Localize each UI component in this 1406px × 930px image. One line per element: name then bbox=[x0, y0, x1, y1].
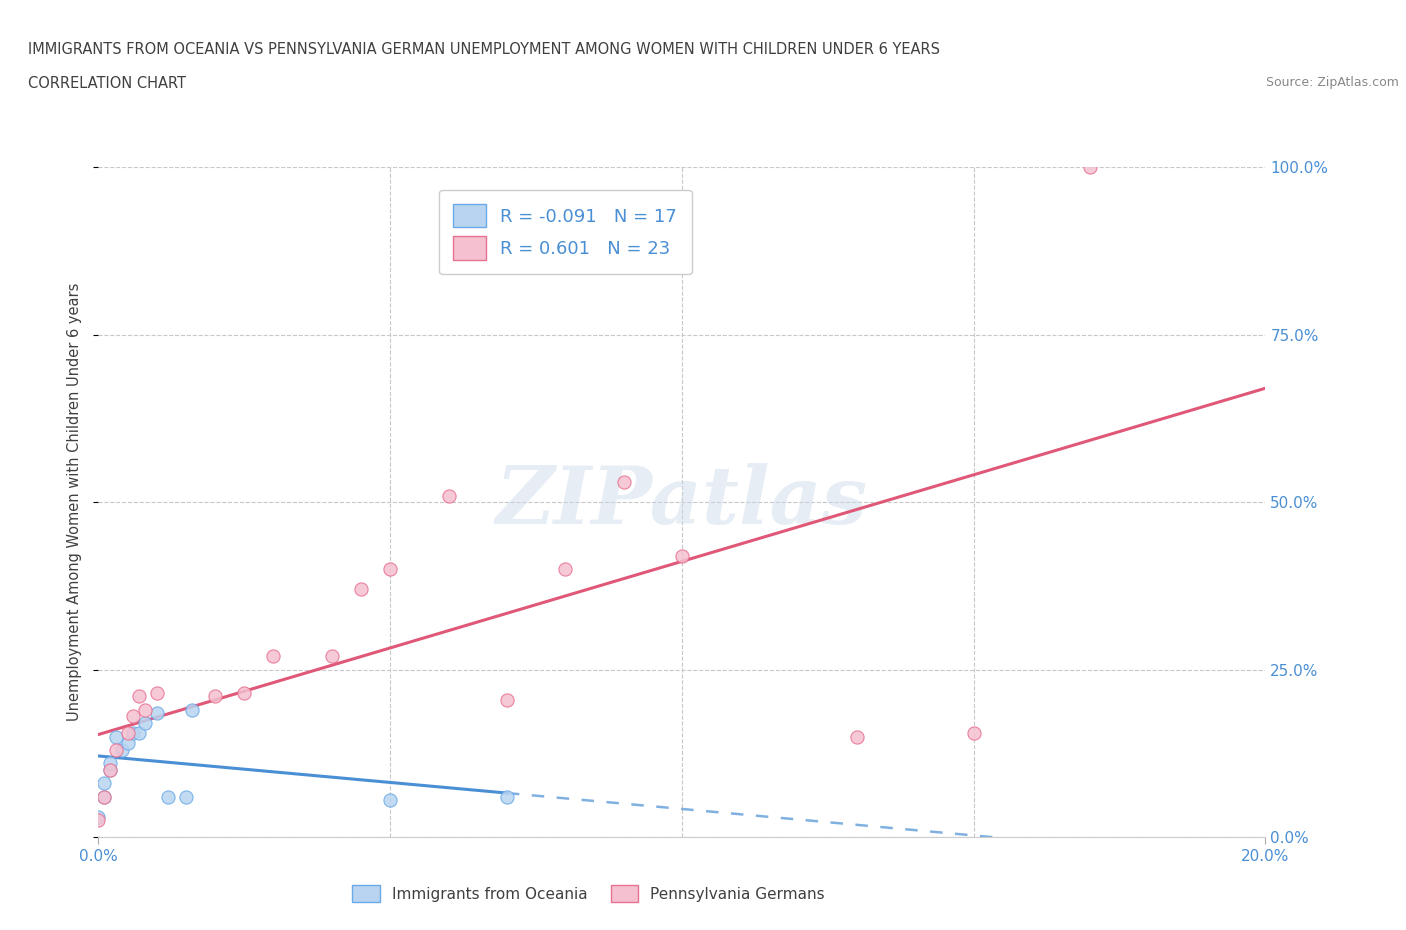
Point bbox=[122, 725, 145, 740]
Legend: Immigrants from Oceania, Pennsylvania Germans: Immigrants from Oceania, Pennsylvania Ge… bbox=[344, 878, 832, 910]
Point bbox=[122, 709, 145, 724]
Point bbox=[134, 702, 156, 717]
Point bbox=[117, 736, 139, 751]
Text: CORRELATION CHART: CORRELATION CHART bbox=[28, 76, 186, 91]
Point bbox=[146, 706, 169, 721]
Point bbox=[93, 790, 115, 804]
Point bbox=[437, 488, 460, 503]
Point bbox=[378, 562, 402, 577]
Point bbox=[204, 689, 226, 704]
Point bbox=[233, 685, 256, 700]
Point bbox=[262, 649, 284, 664]
Point bbox=[87, 813, 110, 828]
Point bbox=[117, 725, 139, 740]
Point bbox=[671, 549, 693, 564]
Point bbox=[111, 742, 134, 757]
Point bbox=[87, 809, 110, 824]
Text: Source: ZipAtlas.com: Source: ZipAtlas.com bbox=[1265, 76, 1399, 89]
Text: IMMIGRANTS FROM OCEANIA VS PENNSYLVANIA GERMAN UNEMPLOYMENT AMONG WOMEN WITH CHI: IMMIGRANTS FROM OCEANIA VS PENNSYLVANIA … bbox=[28, 42, 941, 57]
Point bbox=[98, 763, 121, 777]
Point bbox=[146, 685, 169, 700]
Point bbox=[93, 790, 115, 804]
Point bbox=[98, 756, 121, 771]
Point bbox=[554, 562, 576, 577]
Point bbox=[321, 649, 343, 664]
Point bbox=[134, 716, 156, 731]
Point bbox=[845, 729, 868, 744]
Point bbox=[128, 689, 150, 704]
Point bbox=[157, 790, 180, 804]
Point bbox=[180, 702, 202, 717]
Point bbox=[104, 729, 127, 744]
Point bbox=[378, 792, 402, 807]
Point bbox=[350, 582, 373, 597]
Y-axis label: Unemployment Among Women with Children Under 6 years: Unemployment Among Women with Children U… bbox=[67, 283, 83, 722]
Point bbox=[93, 776, 115, 790]
Point bbox=[612, 474, 634, 489]
Point bbox=[98, 763, 121, 777]
Point bbox=[495, 790, 517, 804]
Point bbox=[128, 725, 150, 740]
Point bbox=[104, 742, 127, 757]
Point bbox=[1080, 160, 1102, 175]
Text: ZIPatlas: ZIPatlas bbox=[496, 463, 868, 541]
Point bbox=[962, 725, 984, 740]
Point bbox=[174, 790, 197, 804]
Point bbox=[495, 692, 517, 707]
